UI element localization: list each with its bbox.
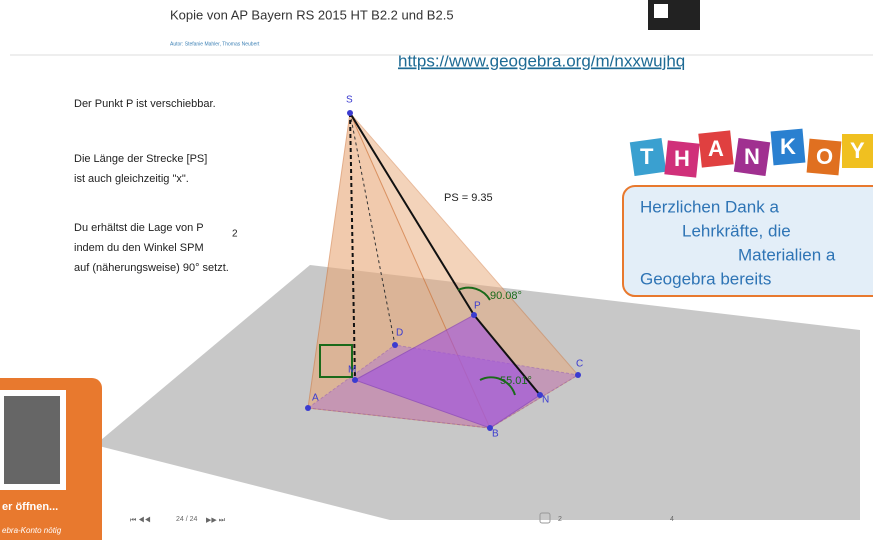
letter: A	[708, 136, 724, 161]
instruction: Die Länge der Strecke [PS]	[74, 153, 207, 165]
input-value[interactable]: 2	[558, 516, 562, 523]
instruction: indem du den Winkel SPM	[74, 242, 204, 254]
point-label: C	[576, 359, 583, 370]
instruction: Du erhältst die Lage von P	[74, 222, 204, 234]
instruction: Der Punkt P ist verschiebbar.	[74, 98, 216, 110]
length-label: PS = 9.35	[444, 192, 493, 204]
author: Autor: Stefanie Mahler, Thomas Neubert	[170, 41, 260, 47]
instruction-subscript: 2	[232, 229, 238, 240]
letter: K	[780, 134, 796, 159]
screen: Kopie von AP Bayern RS 2015 HT B2.2 und …	[0, 0, 873, 540]
point-label: B	[492, 429, 499, 440]
qr-pattern	[4, 396, 60, 484]
qr-text: er öffnen...	[2, 501, 58, 513]
page: {"header": {"title": "Kopie von AP Bayer…	[0, 0, 873, 540]
thanks-text: Geogebra bereits	[640, 269, 771, 288]
nav-buttons[interactable]: ⏮ ◀◀	[130, 516, 151, 524]
point-label: P	[474, 301, 481, 312]
point-label: A	[312, 393, 319, 404]
letter: N	[744, 144, 760, 169]
letter: O	[816, 144, 833, 169]
url[interactable]: https://www.geogebra.org/m/nxxwujhq	[398, 51, 685, 70]
letter: Y	[850, 138, 865, 163]
point-label: N	[542, 395, 549, 406]
letter: T	[640, 144, 654, 169]
qr-part	[654, 4, 668, 18]
thanks-text: Herzlichen Dank a	[640, 197, 779, 216]
angle-label: 90.08°	[490, 290, 522, 302]
angle-label: 55.01°	[500, 375, 532, 387]
page-indicator: 24 / 24	[176, 516, 198, 523]
qr-text: ebra-Konto nötig	[2, 526, 62, 535]
instruction: ist auch gleichzeitig "x".	[74, 173, 189, 185]
instruction: auf (näherungsweise) 90° setzt.	[74, 262, 229, 274]
title: Kopie von AP Bayern RS 2015 HT B2.2 und …	[170, 7, 454, 22]
point-label: D	[396, 328, 403, 339]
point-label: M	[348, 365, 356, 376]
nav-buttons[interactable]: ▶▶ ⏭	[206, 517, 226, 524]
point-label: S	[346, 95, 353, 106]
input-value[interactable]: 4	[670, 516, 674, 523]
thanks-text: Materialien a	[738, 245, 836, 264]
thanks-text: Lehrkräfte, die	[682, 221, 791, 240]
letter: H	[674, 146, 690, 171]
